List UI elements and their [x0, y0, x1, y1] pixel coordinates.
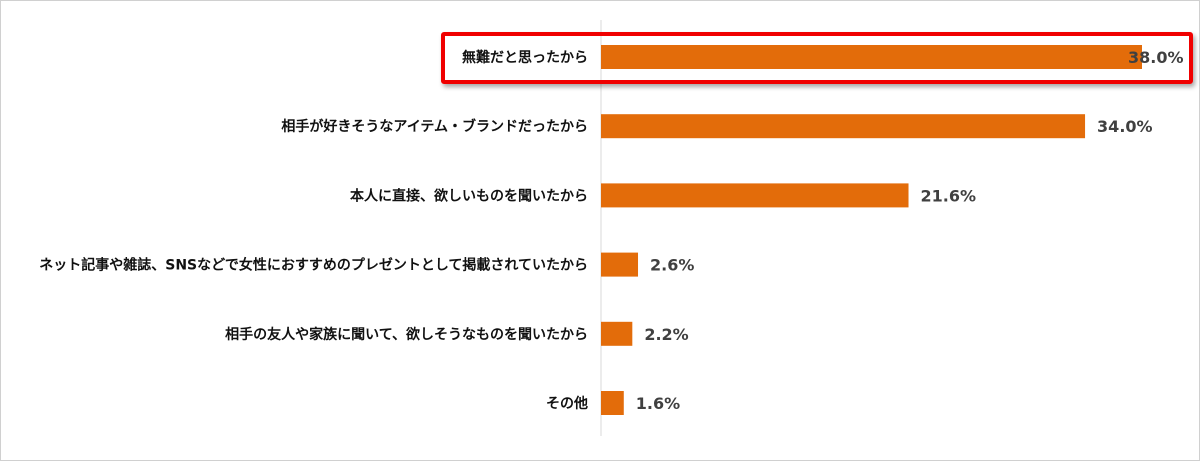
value-label: 21.6%	[921, 186, 977, 205]
value-label: 2.2%	[644, 325, 688, 344]
value-label: 2.6%	[650, 256, 694, 275]
bar	[601, 321, 633, 346]
bar	[601, 391, 624, 415]
category-label: 無難だと思ったから	[462, 49, 588, 66]
bar	[601, 183, 909, 208]
value-label: 38.0%	[1128, 48, 1184, 67]
bar	[601, 114, 1086, 139]
category-label: 相手の友人や家族に聞いて、欲しそうなものを聞いたから	[225, 326, 588, 343]
value-label: 1.6%	[636, 394, 680, 413]
category-label: ネット記事や雑誌、SNSなどで女性におすすめのプレゼントとして掲載されていたから	[39, 257, 588, 274]
category-label: 本人に直接、欲しいものを聞いたから	[350, 187, 588, 204]
value-label: 34.0%	[1097, 117, 1153, 136]
highlight-box	[441, 32, 1193, 84]
bar	[601, 45, 1142, 69]
bar	[601, 252, 639, 277]
category-label: その他	[546, 395, 588, 412]
category-label: 相手が好きそうなアイテム・ブランドだったから	[281, 118, 588, 135]
